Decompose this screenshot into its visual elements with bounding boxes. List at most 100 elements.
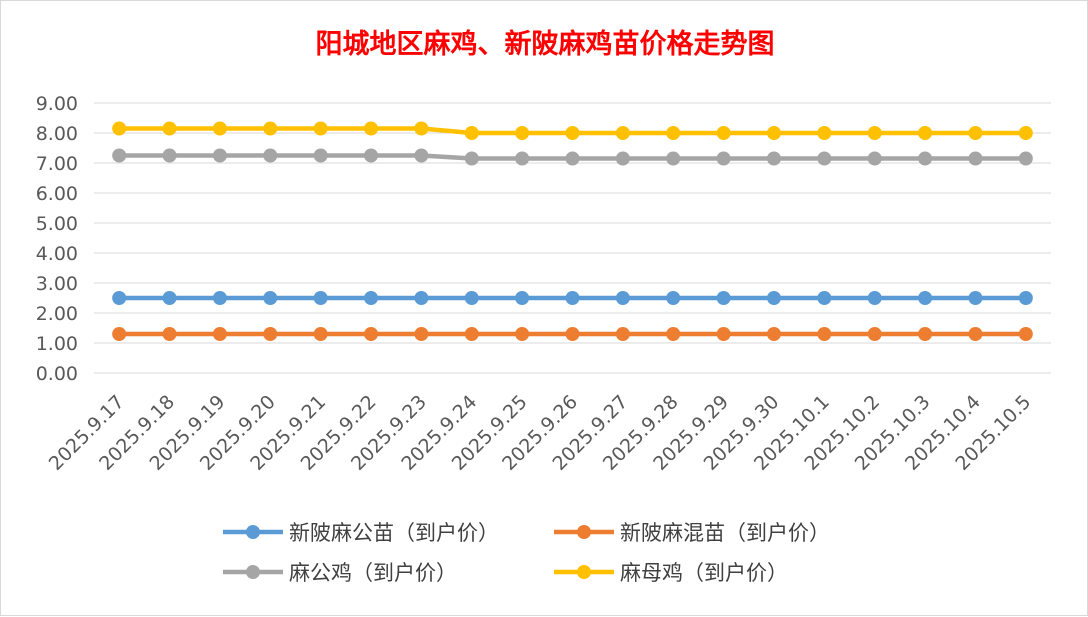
data-point xyxy=(313,327,328,341)
data-point xyxy=(918,327,933,341)
data-point xyxy=(867,327,882,341)
legend-item: 新陂麻混苗（到户价） xyxy=(554,521,830,545)
data-point xyxy=(867,291,882,305)
data-point xyxy=(263,327,278,341)
data-point xyxy=(615,327,630,341)
data-point xyxy=(313,121,328,136)
data-point xyxy=(1018,291,1033,305)
data-point xyxy=(817,291,832,305)
data-point xyxy=(867,151,882,166)
y-tick-label: 3.00 xyxy=(36,273,78,295)
legend-marker xyxy=(246,525,260,539)
data-point xyxy=(565,151,580,166)
data-point xyxy=(212,121,227,136)
legend-marker xyxy=(577,525,591,539)
data-point xyxy=(1018,126,1033,140)
legend-marker xyxy=(246,565,260,579)
data-point xyxy=(515,291,530,305)
data-point xyxy=(766,126,781,140)
data-point xyxy=(263,148,278,163)
data-point xyxy=(464,151,479,166)
data-point xyxy=(515,151,530,166)
data-point xyxy=(112,291,127,305)
data-point xyxy=(464,126,479,140)
data-point xyxy=(263,291,278,305)
data-point xyxy=(666,126,681,140)
data-point xyxy=(918,291,933,305)
data-point xyxy=(414,148,429,163)
data-point xyxy=(565,291,580,305)
legend-label: 新陂麻混苗（到户价） xyxy=(620,521,830,545)
data-point xyxy=(766,291,781,305)
data-point xyxy=(263,121,278,136)
legend-marker xyxy=(577,565,591,579)
series-3 xyxy=(112,148,1033,166)
legend-item: 麻母鸡（到户价） xyxy=(554,561,788,585)
series-2 xyxy=(112,327,1033,341)
data-point xyxy=(212,291,227,305)
data-point xyxy=(162,327,177,341)
data-point xyxy=(1018,151,1033,166)
data-point xyxy=(464,327,479,341)
y-tick-label: 8.00 xyxy=(36,123,78,145)
y-tick-label: 2.00 xyxy=(36,303,78,325)
data-point xyxy=(364,327,379,341)
data-point xyxy=(817,151,832,166)
data-point xyxy=(112,121,127,136)
data-point xyxy=(162,148,177,163)
y-tick-label: 1.00 xyxy=(36,333,78,355)
data-point xyxy=(615,291,630,305)
data-point xyxy=(565,327,580,341)
series-4 xyxy=(112,121,1033,140)
data-point xyxy=(716,151,731,166)
data-point xyxy=(162,291,177,305)
y-tick-label: 4.00 xyxy=(36,243,78,265)
data-point xyxy=(414,327,429,341)
data-point xyxy=(414,121,429,136)
data-point xyxy=(766,151,781,166)
data-point xyxy=(112,148,127,163)
series-layer xyxy=(112,121,1033,341)
data-point xyxy=(716,327,731,341)
legend-label: 麻公鸡（到户价） xyxy=(289,561,457,585)
legend-item: 麻公鸡（到户价） xyxy=(223,561,457,585)
data-point xyxy=(968,151,983,166)
data-point xyxy=(162,121,177,136)
data-point xyxy=(968,126,983,140)
data-point xyxy=(364,121,379,136)
data-point xyxy=(212,327,227,341)
data-point xyxy=(615,126,630,140)
data-point xyxy=(313,291,328,305)
x-axis-ticks: 2025.9.172025.9.182025.9.192025.9.202025… xyxy=(45,391,1036,475)
data-point xyxy=(968,327,983,341)
data-point xyxy=(615,151,630,166)
data-point xyxy=(212,148,227,163)
data-point xyxy=(817,327,832,341)
data-point xyxy=(364,291,379,305)
chart-title: 阳城地区麻鸡、新陂麻鸡苗价格走势图 xyxy=(316,28,775,60)
y-tick-label: 9.00 xyxy=(36,93,78,115)
y-tick-label: 5.00 xyxy=(36,213,78,235)
data-point xyxy=(918,151,933,166)
data-point xyxy=(716,291,731,305)
legend-item: 新陂麻公苗（到户价） xyxy=(223,521,499,545)
y-tick-label: 7.00 xyxy=(36,153,78,175)
series-1 xyxy=(112,291,1033,305)
data-point xyxy=(666,151,681,166)
data-point xyxy=(414,291,429,305)
data-point xyxy=(464,291,479,305)
data-point xyxy=(766,327,781,341)
data-point xyxy=(364,148,379,163)
data-point xyxy=(666,291,681,305)
data-point xyxy=(817,126,832,140)
data-point xyxy=(867,126,882,140)
data-point xyxy=(112,327,127,341)
data-point xyxy=(515,327,530,341)
data-point xyxy=(1018,327,1033,341)
data-point xyxy=(515,126,530,140)
data-point xyxy=(968,291,983,305)
data-point xyxy=(565,126,580,140)
data-point xyxy=(918,126,933,140)
